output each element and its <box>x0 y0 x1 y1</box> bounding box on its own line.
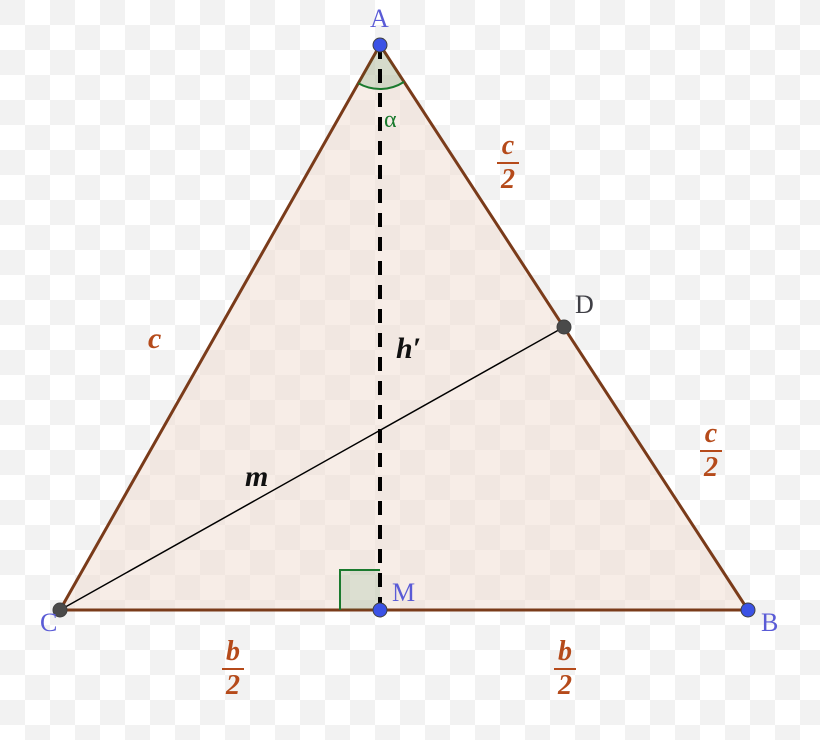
side-label-b-over-2-left: b2 <box>222 636 244 702</box>
angle-label-alpha: α <box>384 107 397 134</box>
vertex-label-B: B <box>761 608 778 638</box>
side-label-c-over-2-top: c2 <box>497 130 519 196</box>
side-label-b-over-2-right: b2 <box>554 636 576 702</box>
vertex-label-M: M <box>392 578 415 608</box>
diagram-canvas <box>0 0 820 740</box>
altitude-label-hprime: h′ <box>396 332 421 366</box>
median-label-m: m <box>245 460 268 494</box>
side-label-c: c <box>148 322 161 356</box>
side-label-c-over-2-right: c2 <box>700 418 722 484</box>
vertex-label-D: D <box>575 290 594 320</box>
vertex-label-C: C <box>40 608 57 638</box>
vertex-label-A: A <box>370 4 389 34</box>
